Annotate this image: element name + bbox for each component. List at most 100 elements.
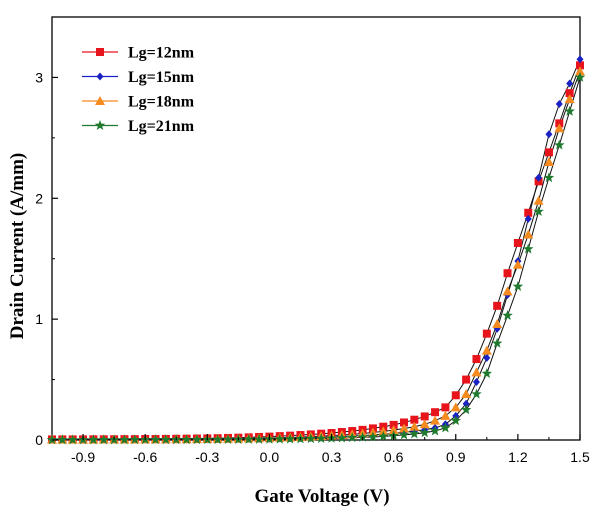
data-point bbox=[512, 259, 523, 269]
x-tick-label: 0.3 bbox=[322, 449, 342, 465]
data-point bbox=[554, 123, 565, 133]
data-point bbox=[429, 425, 441, 436]
data-point bbox=[491, 337, 503, 348]
data-point bbox=[565, 89, 574, 98]
data-point bbox=[274, 433, 285, 444]
legend: Lg=12nm Lg=15nm Lg=18nm Lg=21nm bbox=[82, 45, 195, 135]
data-point bbox=[212, 434, 223, 445]
data-point bbox=[347, 432, 358, 443]
data-point bbox=[389, 420, 398, 429]
data-point bbox=[566, 79, 574, 88]
series-curves bbox=[52, 59, 581, 441]
legend-entry-3: Lg=18nm bbox=[82, 94, 195, 111]
data-point bbox=[367, 431, 379, 442]
data-point bbox=[482, 329, 491, 338]
data-point bbox=[576, 55, 584, 64]
data-point bbox=[492, 318, 503, 328]
data-point bbox=[555, 100, 563, 109]
data-point bbox=[481, 345, 492, 355]
x-tick-label: 0.9 bbox=[446, 449, 466, 465]
x-tick-label: -0.9 bbox=[71, 449, 95, 465]
data-point bbox=[46, 434, 58, 445]
data-point bbox=[150, 434, 161, 445]
data-point bbox=[88, 434, 99, 445]
data-point bbox=[481, 368, 493, 378]
data-point bbox=[513, 239, 522, 248]
data-point bbox=[67, 434, 78, 445]
data-point bbox=[431, 408, 440, 417]
data-point bbox=[471, 367, 482, 377]
data-point bbox=[451, 391, 460, 400]
data-point bbox=[336, 432, 348, 443]
series-line-4 bbox=[52, 77, 581, 441]
x-tick-label: -0.3 bbox=[195, 449, 219, 465]
series-line-2 bbox=[52, 59, 581, 441]
legend-label: Lg=18nm bbox=[128, 94, 195, 111]
legend-label: Lg=15nm bbox=[128, 69, 195, 86]
data-point bbox=[545, 130, 553, 139]
data-point bbox=[357, 431, 368, 442]
data-point bbox=[483, 353, 491, 362]
x-tick-label: 0.0 bbox=[260, 449, 280, 465]
y-tick-label: 3 bbox=[35, 69, 43, 85]
data-point bbox=[471, 388, 482, 399]
legend-entry-2: Lg=15nm bbox=[82, 69, 195, 86]
data-point bbox=[523, 229, 534, 239]
data-point bbox=[420, 412, 429, 421]
series-points-3 bbox=[47, 66, 585, 444]
data-point bbox=[493, 301, 502, 310]
data-point bbox=[57, 434, 68, 445]
data-point bbox=[441, 403, 450, 412]
data-point bbox=[315, 433, 327, 443]
data-point bbox=[503, 269, 512, 278]
data-point bbox=[472, 377, 480, 386]
data-point bbox=[419, 427, 430, 438]
data-point bbox=[440, 410, 451, 420]
data-point bbox=[524, 208, 533, 217]
data-point bbox=[284, 433, 296, 444]
data-point bbox=[533, 195, 544, 205]
data-point bbox=[378, 430, 389, 441]
data-point bbox=[253, 433, 265, 444]
series-points-2 bbox=[48, 55, 584, 444]
data-point bbox=[462, 375, 471, 384]
x-tick-label: 0.6 bbox=[384, 449, 404, 465]
series-markers bbox=[46, 55, 586, 445]
data-point bbox=[462, 399, 470, 408]
data-point bbox=[399, 423, 409, 433]
data-point bbox=[400, 418, 408, 427]
legend-marker bbox=[95, 96, 105, 105]
data-point bbox=[98, 434, 109, 445]
x-tick-label: 1.2 bbox=[508, 449, 528, 465]
data-point bbox=[460, 404, 472, 415]
data-point bbox=[243, 433, 254, 444]
data-point bbox=[222, 434, 234, 444]
legend-marker bbox=[96, 72, 104, 81]
data-point bbox=[461, 389, 472, 399]
data-point bbox=[543, 172, 555, 183]
data-point bbox=[574, 71, 586, 82]
y-tick-label: 1 bbox=[35, 311, 43, 327]
legend-entry-1: Lg=12nm bbox=[82, 45, 195, 62]
data-point bbox=[564, 105, 575, 116]
data-point bbox=[535, 173, 543, 182]
data-point bbox=[181, 434, 192, 445]
plot-frame bbox=[51, 16, 581, 441]
data-point bbox=[472, 355, 481, 364]
y-axis: 0 1 2 3 bbox=[35, 69, 58, 448]
data-point bbox=[576, 61, 584, 70]
y-tick-label: 0 bbox=[35, 432, 43, 448]
data-point bbox=[388, 425, 399, 435]
data-point bbox=[533, 206, 544, 217]
data-point bbox=[554, 139, 565, 150]
data-point bbox=[450, 402, 461, 412]
data-point bbox=[119, 434, 130, 445]
data-point bbox=[398, 429, 410, 440]
plot-border bbox=[51, 16, 581, 441]
data-point bbox=[543, 157, 554, 167]
data-point bbox=[450, 415, 461, 426]
legend-entry-4: Lg=21nm bbox=[82, 118, 195, 135]
x-axis: -0.9 -0.6 -0.3 0.0 0.3 0.6 0.9 1.2 1.5 bbox=[71, 434, 590, 465]
legend-marker bbox=[94, 120, 106, 130]
